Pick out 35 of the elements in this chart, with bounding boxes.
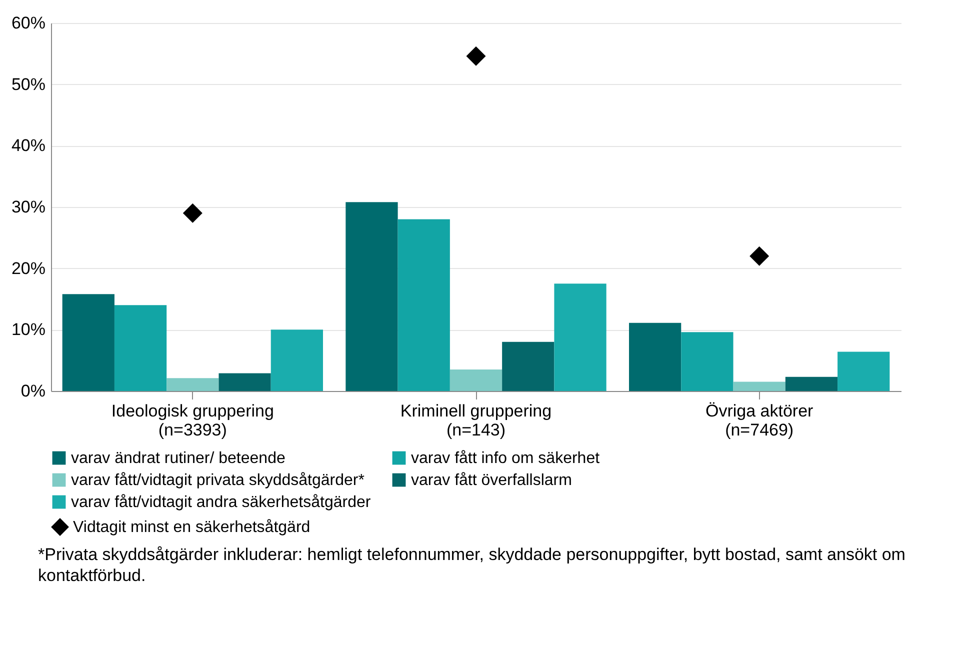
bar <box>554 284 606 391</box>
bar <box>629 322 682 391</box>
y-tick-label: 10% <box>11 320 46 340</box>
legend-label: Vidtagit minst en säkerhetsåtgärd <box>73 519 310 536</box>
bar <box>450 370 502 391</box>
point <box>466 46 486 66</box>
bar <box>114 305 167 391</box>
bar <box>502 342 554 391</box>
bar <box>62 294 114 391</box>
bar <box>733 382 786 391</box>
legend-label: varav fått överfallslarm <box>411 472 572 489</box>
legend-label: varav fått/vidtagit andra säkerhetsåtgärder <box>71 494 372 511</box>
point <box>750 246 770 266</box>
bar <box>838 352 890 391</box>
bar <box>346 202 398 391</box>
y-tick-label: 40% <box>11 136 46 156</box>
bar <box>166 378 219 391</box>
x-tick-label: Övriga aktörer (n=7469) <box>705 402 814 440</box>
y-tick-label: 0% <box>20 382 46 400</box>
x-tick-label: Kriminell gruppering (n=143) <box>400 402 552 440</box>
legend-label: varav fått info om säkerhet <box>411 450 600 467</box>
y-tick-label: 50% <box>11 74 46 94</box>
text: *Privata skyddsåtgärder inkluderar: hemligt telefonnummer, skyddade personuppgifter, bytt bostad, samt ansökt om kontaktförbud. <box>38 544 906 586</box>
bar <box>270 330 323 391</box>
bar <box>218 373 271 391</box>
legend-label: varav fått/vidtagit privata skyddsåtgärder* <box>71 472 364 489</box>
point <box>182 203 202 223</box>
legend-label: varav ändrat rutiner/ beteende <box>71 450 286 467</box>
bar <box>785 376 838 391</box>
bar <box>398 219 450 391</box>
bar <box>681 332 734 391</box>
y-tick-label: 20% <box>11 258 46 278</box>
y-tick-label: 30% <box>11 198 46 216</box>
y-tick-label: 60% <box>11 14 46 32</box>
x-tick-label: Ideologisk gruppering (n=3393) <box>111 402 274 440</box>
